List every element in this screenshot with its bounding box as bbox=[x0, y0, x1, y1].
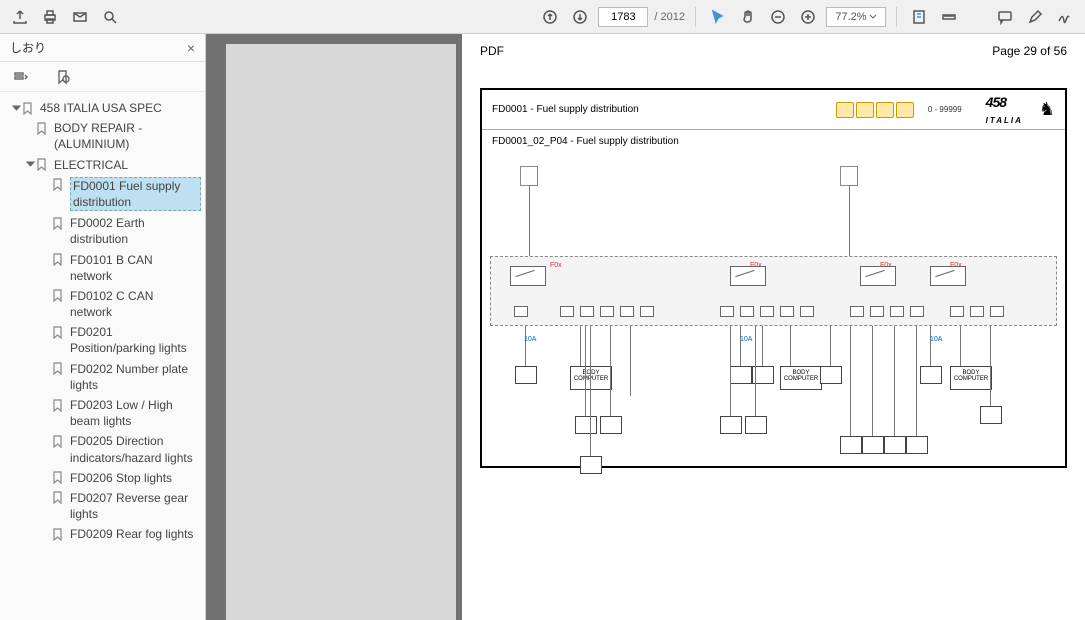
tree-leaf[interactable]: FD0202 Number plate lights bbox=[4, 359, 205, 395]
pdf-viewer[interactable]: PDF Page 29 of 56 FD0001 - Fuel supply d… bbox=[206, 34, 1085, 620]
bookmarks-sidebar: しおり × 458 ITALIA USA SPEC BODY REPAIR - … bbox=[0, 34, 206, 620]
tree-leaf[interactable]: FD0203 Low / High beam lights bbox=[4, 395, 205, 431]
page-counter-label: Page 29 of 56 bbox=[992, 44, 1067, 58]
sidebar-title: しおり bbox=[10, 39, 187, 56]
tree-leaf[interactable]: FD0002 Earth distribution bbox=[4, 213, 205, 249]
diagram-vin-range: 0 - 99999 bbox=[928, 105, 962, 114]
tree-leaf[interactable]: FD0102 C CAN network bbox=[4, 286, 205, 322]
search-icon[interactable] bbox=[98, 5, 122, 29]
tree-node-root[interactable]: 458 ITALIA USA SPEC bbox=[4, 98, 205, 118]
pdf-page: PDF Page 29 of 56 FD0001 - Fuel supply d… bbox=[462, 34, 1085, 620]
print-icon[interactable] bbox=[38, 5, 62, 29]
diagram-option-badges bbox=[836, 102, 914, 118]
tree-node-body-repair[interactable]: BODY REPAIR - (ALUMINIUM) bbox=[4, 118, 205, 154]
horse-icon: ♞ bbox=[1039, 99, 1055, 120]
zoom-in-icon[interactable] bbox=[796, 5, 820, 29]
page-format-label: PDF bbox=[480, 44, 504, 58]
options-menu-icon[interactable] bbox=[10, 66, 32, 88]
hand-tool-icon[interactable] bbox=[736, 5, 760, 29]
tree-leaf[interactable]: FD0207 Reverse gear lights bbox=[4, 488, 205, 524]
tree-leaf[interactable]: FD0101 B CAN network bbox=[4, 250, 205, 286]
page-down-icon[interactable] bbox=[568, 5, 592, 29]
tree-leaf[interactable]: FD0001 Fuel supply distribution bbox=[4, 175, 205, 213]
highlight-icon[interactable] bbox=[1023, 5, 1047, 29]
pdf-toolbar: / 2012 77.2% bbox=[0, 0, 1085, 34]
ruler-icon[interactable] bbox=[937, 5, 961, 29]
mail-icon[interactable] bbox=[68, 5, 92, 29]
zoom-out-icon[interactable] bbox=[766, 5, 790, 29]
tree-leaf[interactable]: FD0206 Stop lights bbox=[4, 468, 205, 488]
wiring-diagram: FD0001 - Fuel supply distribution 0 - 99… bbox=[480, 88, 1067, 468]
schematic-canvas: BODY COMPUTERBODY COMPUTERBODY COMPUTERF… bbox=[490, 166, 1057, 458]
tree-leaf[interactable]: FD0201 Position/parking lights bbox=[4, 322, 205, 358]
sign-icon[interactable] bbox=[1053, 5, 1077, 29]
tree-leaf[interactable]: FD0205 Direction indicators/hazard light… bbox=[4, 431, 205, 467]
diagram-code-title: FD0001 - Fuel supply distribution bbox=[492, 104, 826, 115]
brand-logo: 458ITALIA bbox=[986, 94, 1023, 126]
select-tool-icon[interactable] bbox=[706, 5, 730, 29]
comment-icon[interactable] bbox=[993, 5, 1017, 29]
diagram-subtitle: FD0001_02_P04 - Fuel supply distribution bbox=[482, 130, 1065, 153]
prev-page-edge bbox=[226, 44, 456, 620]
page-number-input[interactable] bbox=[598, 7, 648, 27]
fit-page-icon[interactable] bbox=[907, 5, 931, 29]
export-icon[interactable] bbox=[8, 5, 32, 29]
zoom-level-select[interactable]: 77.2% bbox=[826, 7, 886, 27]
close-sidebar-icon[interactable]: × bbox=[187, 40, 195, 56]
tree-node-electrical[interactable]: ELECTRICAL bbox=[4, 155, 205, 175]
bookmark-tree: 458 ITALIA USA SPEC BODY REPAIR - (ALUMI… bbox=[0, 92, 205, 620]
find-bookmark-icon[interactable] bbox=[52, 66, 74, 88]
page-up-icon[interactable] bbox=[538, 5, 562, 29]
page-total-label: / 2012 bbox=[654, 11, 685, 23]
tree-leaf[interactable]: FD0209 Rear fog lights bbox=[4, 524, 205, 544]
